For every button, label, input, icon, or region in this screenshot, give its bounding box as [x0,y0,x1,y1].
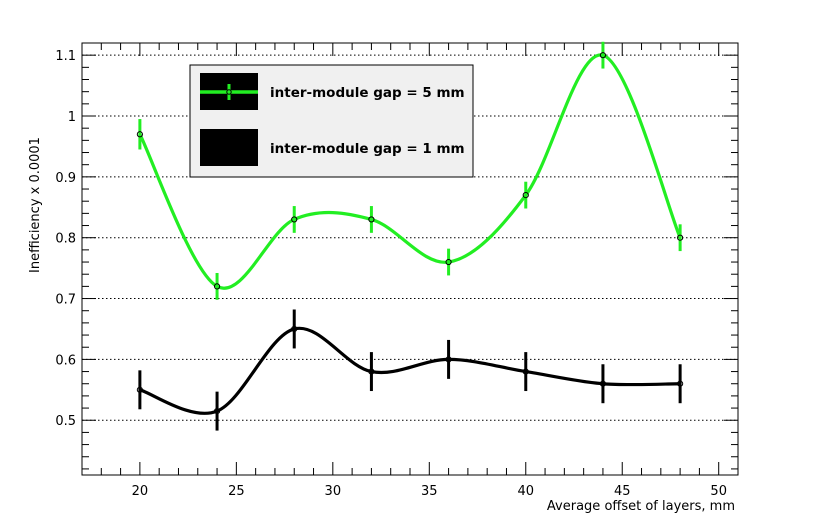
data-point [522,368,529,375]
y-tick-label: 0.6 [55,353,76,368]
data-point [522,192,529,199]
x-tick-label: 50 [710,484,727,499]
y-tick-label: 1 [68,110,76,125]
data-point [445,356,452,363]
series-2 [136,309,684,431]
series-1 [136,41,684,300]
x-tick-label: 25 [228,484,245,499]
y-tick-label: 0.5 [55,414,76,429]
legend: inter-module gap = 5 mm inter-module gap… [189,64,474,178]
data-point [291,325,298,333]
x-tick-label: 45 [614,484,631,499]
x-tick-label: 40 [517,484,534,499]
y-tick-label: 0.7 [55,293,76,308]
y-tick-label: 0.8 [55,232,76,247]
axis-ticks: 0.5 0.6 0.7 0.8 0.9 1 1.1 20 25 30 35 40 45 50 [55,42,739,499]
data-point [677,380,684,387]
legend-swatch-series-2 [200,129,258,166]
data-point [213,283,221,290]
x-tick-label: 20 [132,484,149,499]
data-point [368,368,375,375]
series-layer [136,41,684,431]
legend-marker-series-1 [226,89,232,95]
y-tick-label: 1.1 [55,49,76,64]
data-point [136,131,143,138]
data-point [213,408,221,415]
data-point [677,234,684,241]
y-axis-title: Inefficiency x 0.0001 [28,137,43,273]
data-point [368,216,375,223]
data-point [599,52,607,59]
legend-label-series-1: inter-module gap = 5 mm [270,85,465,101]
x-axis-title: Average offset of layers, mm [547,499,735,514]
x-tick-label: 30 [325,484,342,499]
x-tick-label: 35 [421,484,438,499]
y-tick-label: 0.9 [55,171,76,186]
data-point [445,258,452,266]
data-point [291,216,298,223]
data-point [599,380,607,387]
data-point [136,386,143,393]
legend-label-series-2: inter-module gap = 1 mm [270,141,465,157]
series-line [139,326,681,415]
